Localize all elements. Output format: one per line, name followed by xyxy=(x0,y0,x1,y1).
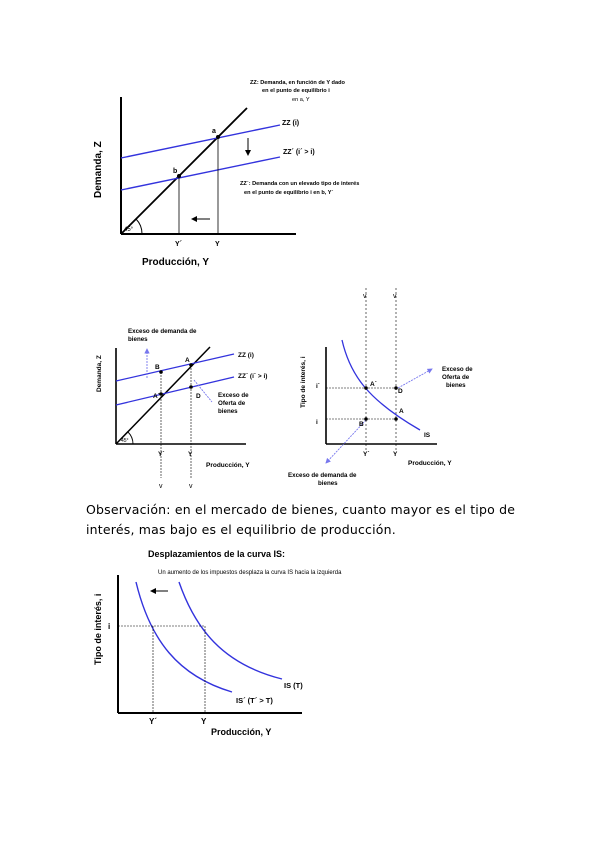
figure-1-demand-chart: Demanda, Z Producción, Y ZZ (i) ZZ´ (i´ … xyxy=(93,80,359,268)
tick-ip: i´ xyxy=(316,383,320,390)
zzp-line xyxy=(115,376,235,406)
is-label: IS (T) xyxy=(284,681,303,690)
y-axis-label: Tipo de interés, i xyxy=(93,594,103,665)
exceso-oferta-1: Exceso de xyxy=(218,392,249,399)
is-curve xyxy=(178,581,283,680)
point-a-label: a xyxy=(212,128,216,135)
point-a-dot xyxy=(216,135,220,139)
angle-arc xyxy=(135,218,143,235)
angle-label: 45° xyxy=(124,227,134,233)
zz-label: ZZ (i) xyxy=(238,352,254,359)
exceso-oferta-3: bienes xyxy=(218,408,238,415)
point-a-label: A xyxy=(399,408,404,415)
angle-label: 45° xyxy=(121,438,129,444)
point-ap-dot xyxy=(364,386,368,390)
tick-yp: Y´ xyxy=(363,451,370,458)
exceso-oferta-1: Exceso de xyxy=(442,366,473,373)
exceso-oferta-3: bienes xyxy=(446,382,466,389)
tick-i: i xyxy=(108,622,110,631)
arrow-v2: v xyxy=(189,483,193,490)
tick-y: Y xyxy=(393,451,398,458)
top-arrow-2: v xyxy=(393,293,397,300)
exceso-oferta-2: Oferta de xyxy=(442,374,470,381)
exceso-oferta-2: Oferta de xyxy=(218,400,246,407)
isp-label: IS´ (T´ > T) xyxy=(236,696,273,705)
exceso-demanda-1: Exceso de demanda de xyxy=(288,472,357,479)
point-d-label: D xyxy=(398,388,403,395)
zz-line xyxy=(120,124,281,159)
figure-3-is-chart: v v Tipo de interés, i Producción, Y i´ … xyxy=(288,288,473,487)
point-b-label: B xyxy=(155,364,160,371)
point-ap-dot xyxy=(159,392,163,396)
line-45 xyxy=(120,107,248,235)
angle-arc xyxy=(127,431,134,445)
tick-yp: Y´ xyxy=(175,241,183,248)
y-axis-label: Demanda, Z xyxy=(93,141,104,198)
note-top-2: en el punto de equilibrio i xyxy=(262,88,330,94)
zzp-label: ZZ´ (i´ > i) xyxy=(238,373,267,380)
arrow-exceso-demanda xyxy=(325,419,367,464)
is-label: IS xyxy=(424,432,431,439)
tick-i: i xyxy=(316,419,318,426)
arrow-v1: v xyxy=(159,483,163,490)
note-bottom-2: en el punto de equilibrio i en b, Y´ xyxy=(244,190,334,196)
exceso-demanda-2: bienes xyxy=(318,480,338,487)
x-axis-label: Producción, Y xyxy=(142,257,209,268)
tick-yp: Y´ xyxy=(158,451,165,458)
point-b-label: b xyxy=(173,168,177,175)
note-bottom-1: ZZ´: Demanda con un elevado tipo de inte… xyxy=(240,181,359,187)
point-b-dot xyxy=(177,174,181,178)
point-d-dot xyxy=(189,385,193,389)
exceso-demanda-1: Exceso de demanda de xyxy=(128,328,197,335)
x-axis-label: Producción, Y xyxy=(206,462,250,469)
zz-line xyxy=(115,353,235,382)
zzp-label: ZZ´ (i´ > i) xyxy=(283,149,315,156)
tick-y: Y xyxy=(188,451,193,458)
zzp-line xyxy=(120,156,281,191)
exceso-demanda-2: bienes xyxy=(128,336,148,343)
point-d-dot xyxy=(394,386,398,390)
y-axis-label: Demanda, Z xyxy=(96,355,103,392)
y-axis-label: Tipo de interés, i xyxy=(300,356,307,408)
top-arrow-1: v xyxy=(363,293,367,300)
point-ap-label: A´ xyxy=(370,381,377,388)
point-b-dot xyxy=(364,417,368,421)
tick-y: Y xyxy=(215,241,220,248)
point-b-label: B xyxy=(359,421,364,428)
note-top-1: ZZ: Demanda, en función de Y dado xyxy=(250,80,345,86)
figure-2-demand-chart: Demanda, Z Producción, Y ZZ (i) ZZ´ (i´ … xyxy=(96,328,267,490)
tick-yp: Y´ xyxy=(149,717,157,726)
tick-y: Y xyxy=(201,717,207,726)
figure-title: Desplazamientos de la curva IS: xyxy=(148,549,285,559)
point-b-dot xyxy=(159,370,163,374)
x-axis-label: Producción, Y xyxy=(211,727,271,737)
arrow-exceso-oferta xyxy=(397,368,433,389)
figure-subtitle: Un aumento de los impuestos desplaza la … xyxy=(158,570,342,576)
note-top-3: en a, Y xyxy=(292,97,310,103)
figure-4-is-shift-chart: Desplazamientos de la curva IS: Un aumen… xyxy=(93,549,342,737)
point-a-dot xyxy=(189,363,193,367)
zz-label: ZZ (i) xyxy=(282,120,299,127)
is-curve xyxy=(341,339,421,431)
point-d-label: D xyxy=(196,393,201,400)
point-a-dot xyxy=(394,417,398,421)
isp-curve xyxy=(135,581,233,693)
x-axis-label: Producción, Y xyxy=(408,460,452,467)
point-ap-label: A´ xyxy=(153,393,160,400)
point-a-label: A xyxy=(185,357,190,364)
arrow-to-oferta xyxy=(193,379,213,403)
observation-paragraph: Observación: en el mercado de bienes, cu… xyxy=(86,502,516,537)
